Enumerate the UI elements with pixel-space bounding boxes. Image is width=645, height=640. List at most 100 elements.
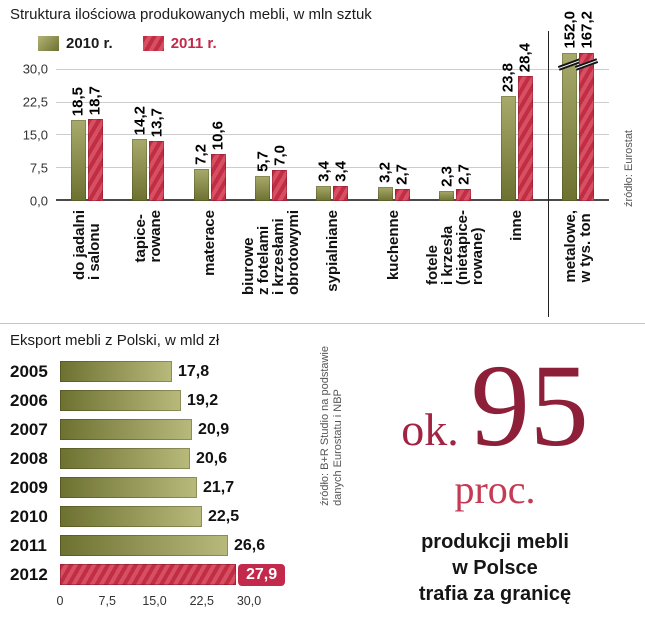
stat-caption-line: w Polsce [419,555,571,581]
stat-caption: produkcji mebli w Polsce trafia za grani… [419,529,571,607]
y-tick-label: 22,5 [23,95,48,110]
year-label: 2010 [10,507,60,527]
bar [60,390,181,411]
category-label: kuchenne [386,210,401,280]
category-label: inne [509,210,524,241]
bar-value-label: 27,9 [238,564,285,586]
horizontal-bar-chart: 200517,8200619,2200720,9200820,6200921,7… [10,357,355,589]
bar: 14,2 [132,139,147,201]
bar [60,564,236,585]
bar: 152,0 [562,53,577,201]
legend-swatch-2011 [143,36,164,51]
x-tick-label: 22,5 [190,594,214,608]
bar-track: 20,6 [60,448,355,469]
category-label: fotele i krzesła (nietapice- rowane) [425,210,485,285]
category-label: do jadalni i salonu [72,210,102,280]
bar-value-label: 21,7 [203,479,234,497]
bar: 2,7 [395,189,410,201]
category-label-cell: materace [202,201,217,323]
x-tick-label: 15,0 [142,594,166,608]
export-row: 201126,6 [10,531,355,560]
bar-track: 21,7 [60,477,355,498]
bar: 28,4 [518,76,533,201]
bar: 2,7 [456,189,471,201]
bar-value-label: 7,2 [193,144,210,165]
bar-group: 2,32,7 fotele i krzesła (nietapice- rowan… [425,69,486,323]
bar-value-label: 13,7 [148,108,165,137]
stat-unit: proc. [454,466,535,513]
bar [60,535,228,556]
bar-groups: 18,518,7 do jadalni i salonu 14,213,7 tapic… [56,69,609,323]
legend-label-2011: 2011 r. [171,35,217,52]
bar-pair: 7,210,6 [193,69,227,201]
bar-value-label: 20,9 [198,421,229,439]
x-tick-label: 0 [57,594,64,608]
bar-value-label: 7,0 [271,145,288,166]
legend-item-2011: 2011 r. [143,35,217,52]
bar-value-label: 2,7 [394,164,411,185]
bar-pair: 3,43,4 [315,69,349,201]
stat-prefix: ok. [401,403,459,456]
year-label: 2006 [10,391,60,411]
bar-value-label: 20,6 [196,450,227,468]
bar-value-label: 2,3 [438,166,455,187]
bar-value-label: 17,8 [178,363,209,381]
bar-pair: 152,0167,2 [561,69,595,201]
export-chart-section: Eksport mebli z Polski, w mld zł 200517,… [10,332,355,612]
bar: 2,3 [439,191,454,201]
bar-value-label: 28,4 [517,43,534,72]
bar: 3,4 [316,186,331,201]
category-label: biurowe z fotelami i krzesłami obrotowym… [241,210,301,295]
category-label-cell: tapice- rowane [133,201,163,323]
bar-value-label: 2,7 [455,164,472,185]
year-label: 2008 [10,449,60,469]
x-tick-label: 7,5 [99,594,116,608]
big-stat: ok. 95 proc. produkcji mebli w Polsce tr… [355,332,635,612]
production-chart-section: Struktura ilościowa produkowanych mebli,… [0,0,645,324]
category-label-cell: biurowe z fotelami i krzesłami obrotowym… [241,201,301,323]
export-row: 2009 21,7 [10,473,355,502]
unit-separator-line [548,31,549,317]
bar: 3,4 [333,186,348,201]
bar-pair: 3,22,7 [377,69,411,201]
category-label-cell: metalowe, w tys. ton [563,201,593,323]
bar-value-label: 14,2 [131,106,148,135]
y-axis: 30,022,515,07,50,0 [10,69,52,201]
bar: 23,8 [501,96,516,201]
export-row: 201227,9 [10,560,355,589]
category-label-cell: fotele i krzesła (nietapice- rowane) [425,201,485,323]
bar-pair: 18,518,7 [70,69,104,201]
export-row: 2010 22,5 [10,502,355,531]
axis-break-mark [575,58,598,71]
bar: 7,0 [272,170,287,201]
category-label: sypialniane [325,210,340,292]
category-label-cell: sypialniane [325,201,340,323]
bar [60,477,197,498]
category-label-cell: kuchenne [386,201,401,323]
bar-pair: 2,32,7 [438,69,472,201]
bar-value-label: 18,5 [70,87,87,116]
bar-track: 22,5 [60,506,355,527]
bar-value-label: 3,4 [332,161,349,182]
source-text: źródło: Eurostat [623,130,635,207]
bar-value-label: 167,2 [578,11,595,49]
bar-value-label: 23,8 [500,63,517,92]
bar: 18,7 [88,119,103,201]
export-chart-title: Eksport mebli z Polski, w mld zł [10,332,355,349]
bar-value-label: 22,5 [208,508,239,526]
production-chart-title: Struktura ilościowa produkowanych mebli,… [10,6,635,23]
year-label: 2009 [10,478,60,498]
y-tick-label: 30,0 [23,62,48,77]
bar [60,419,192,440]
legend-swatch-2010 [38,36,59,51]
bar: 5,7 [255,176,270,201]
bar-group: 5,77,0 biurowe z fotelami i krzesłami obr… [240,69,301,323]
bar-value-label: 3,4 [315,161,332,182]
category-label-cell: inne [509,201,524,323]
category-label: materace [202,210,217,276]
bar-value-label: 18,7 [87,86,104,115]
legend: 2010 r. 2011 r. [38,33,635,53]
y-tick-label: 15,0 [23,128,48,143]
bar: 18,5 [71,120,86,201]
bar-track: 17,8 [60,361,355,382]
